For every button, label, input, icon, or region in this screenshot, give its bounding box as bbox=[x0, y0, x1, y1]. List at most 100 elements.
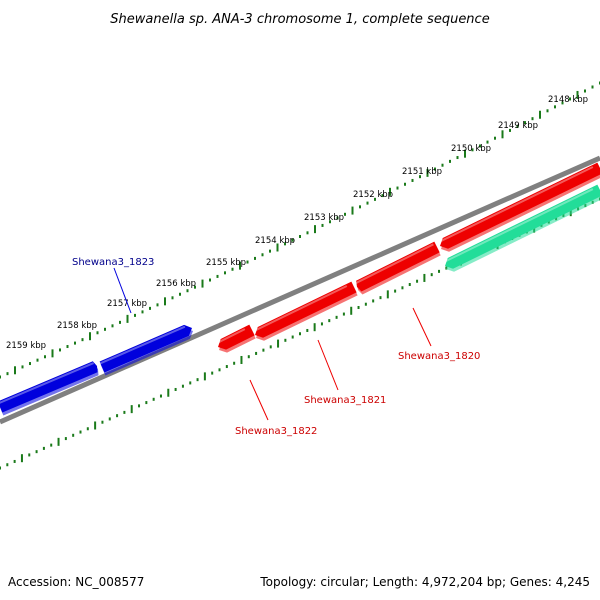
ruler-minor-tick bbox=[479, 144, 481, 148]
gene-label[interactable]: Shewana3_1820 bbox=[398, 351, 480, 362]
ruler-minor-tick bbox=[299, 332, 301, 336]
ruler-major-tick bbox=[164, 297, 166, 306]
ruler-major-tick bbox=[20, 454, 23, 463]
ruler-minor-tick bbox=[171, 296, 174, 300]
ruler-minor-tick bbox=[196, 378, 199, 382]
ruler-minor-tick bbox=[284, 242, 286, 246]
ruler-major-tick bbox=[57, 437, 60, 446]
ruler-label: 2159 kbp bbox=[6, 341, 46, 351]
gene-arrow[interactable] bbox=[440, 162, 600, 249]
ruler-minor-tick bbox=[218, 368, 221, 372]
gene-arrow[interactable] bbox=[218, 324, 255, 350]
ruler-major-tick bbox=[501, 130, 504, 139]
ruler-major-tick bbox=[203, 372, 206, 381]
ruler-minor-tick bbox=[81, 338, 84, 342]
ruler-minor-tick bbox=[254, 256, 256, 260]
ruler-minor-tick bbox=[438, 269, 441, 273]
ruler-minor-tick bbox=[156, 303, 159, 307]
ruler-label: 2153 kbp bbox=[304, 213, 344, 223]
ruler-minor-tick bbox=[35, 450, 38, 454]
ruler-major-tick bbox=[276, 243, 279, 252]
ruler-minor-tick bbox=[411, 178, 414, 182]
ruler-minor-tick bbox=[509, 128, 511, 132]
ruler-minor-tick bbox=[186, 289, 189, 293]
ruler-major-tick bbox=[239, 261, 241, 270]
ruler-minor-tick bbox=[449, 159, 451, 163]
ruler-major-tick bbox=[240, 355, 243, 364]
ruler-minor-tick bbox=[374, 197, 376, 201]
gene-arrow[interactable] bbox=[445, 184, 600, 269]
gene-arrow-highlight bbox=[354, 243, 434, 285]
ruler-major-tick bbox=[313, 323, 316, 332]
ruler-label: 2151 kbp bbox=[402, 167, 442, 177]
ruler-minor-tick bbox=[359, 205, 361, 209]
gene-arrow-highlight bbox=[100, 325, 186, 365]
ruler-label: 2157 kbp bbox=[107, 299, 147, 309]
ruler-minor-tick bbox=[269, 249, 271, 253]
ruler-minor-tick bbox=[119, 320, 121, 324]
ruler-minor-tick bbox=[299, 235, 301, 238]
gene-arrow[interactable] bbox=[356, 241, 440, 292]
ruler-minor-tick bbox=[404, 182, 406, 186]
outer-ruler: 2148 kbp 2149 kbp 2150 kbp 2151 kbp 2152 kbp… bbox=[0, 81, 600, 379]
ruler-major-tick bbox=[314, 225, 316, 234]
ruler-minor-tick bbox=[430, 273, 433, 277]
ruler-minor-tick bbox=[306, 231, 309, 235]
gene-leader-line bbox=[249, 379, 269, 421]
ruler-major-tick bbox=[389, 187, 391, 196]
ruler-minor-tick bbox=[36, 358, 39, 362]
ruler-minor-tick bbox=[357, 305, 360, 309]
ruler-minor-tick bbox=[50, 443, 53, 447]
ruler-major-tick bbox=[167, 388, 170, 397]
ruler-minor-tick bbox=[569, 97, 571, 101]
gene-arrow[interactable] bbox=[255, 281, 357, 338]
ruler-minor-tick bbox=[524, 121, 526, 125]
gene-labels-layer: Shewana3_1823 Shewana3_1822 Shewana3_1821 S… bbox=[72, 257, 480, 437]
ruler-label: 2148 kbp bbox=[548, 95, 588, 105]
ruler-major-tick bbox=[51, 349, 54, 358]
ruler-minor-tick bbox=[159, 394, 162, 398]
ruler-minor-tick bbox=[149, 306, 151, 310]
gene-label[interactable]: Shewana3_1823 bbox=[72, 257, 154, 268]
ruler-minor-tick bbox=[225, 365, 228, 369]
ruler-minor-tick bbox=[262, 348, 265, 352]
ruler-major-tick bbox=[130, 405, 133, 414]
genes-layer bbox=[0, 162, 600, 416]
ruler-minor-tick bbox=[584, 89, 586, 93]
ruler-minor-tick bbox=[434, 167, 436, 171]
ruler-minor-tick bbox=[372, 299, 375, 303]
ruler-label: 2154 kbp bbox=[255, 236, 295, 246]
ruler-minor-tick bbox=[59, 348, 61, 352]
ruler-minor-tick bbox=[456, 156, 459, 160]
ruler-minor-tick bbox=[561, 101, 564, 105]
ruler-minor-tick bbox=[255, 351, 258, 355]
ruler-minor-tick bbox=[379, 296, 382, 300]
ruler-minor-tick bbox=[145, 401, 148, 405]
gene-arrow[interactable] bbox=[0, 361, 98, 413]
ruler-minor-tick bbox=[494, 136, 496, 140]
ruler-minor-tick bbox=[64, 437, 67, 441]
ruler-minor-tick bbox=[531, 117, 534, 121]
ruler-minor-tick bbox=[269, 345, 272, 349]
ruler-minor-tick bbox=[74, 341, 76, 345]
ruler-minor-tick bbox=[554, 105, 556, 109]
ruler-minor-tick bbox=[108, 417, 111, 421]
ruler-minor-tick bbox=[516, 125, 519, 129]
ruler-minor-tick bbox=[233, 361, 236, 365]
ruler-major-tick bbox=[576, 90, 579, 99]
gene-arrow[interactable] bbox=[99, 324, 192, 373]
ruler-minor-tick bbox=[29, 362, 31, 366]
ruler-minor-tick bbox=[72, 433, 75, 437]
ruler-minor-tick bbox=[42, 446, 45, 450]
ruler-minor-tick bbox=[284, 338, 287, 342]
ruler-minor-tick bbox=[471, 148, 474, 152]
gene-arrow-highlight bbox=[215, 328, 246, 345]
ruler-minor-tick bbox=[104, 327, 106, 331]
gene-label[interactable]: Shewana3_1821 bbox=[304, 395, 386, 406]
gene-label[interactable]: Shewana3_1822 bbox=[235, 426, 317, 437]
ruler-minor-tick bbox=[116, 414, 119, 418]
ruler-minor-tick bbox=[364, 302, 367, 306]
ruler-minor-tick bbox=[111, 324, 114, 328]
map-title: Shewanella sp. ANA-3 chromosome 1, compl… bbox=[110, 12, 489, 27]
